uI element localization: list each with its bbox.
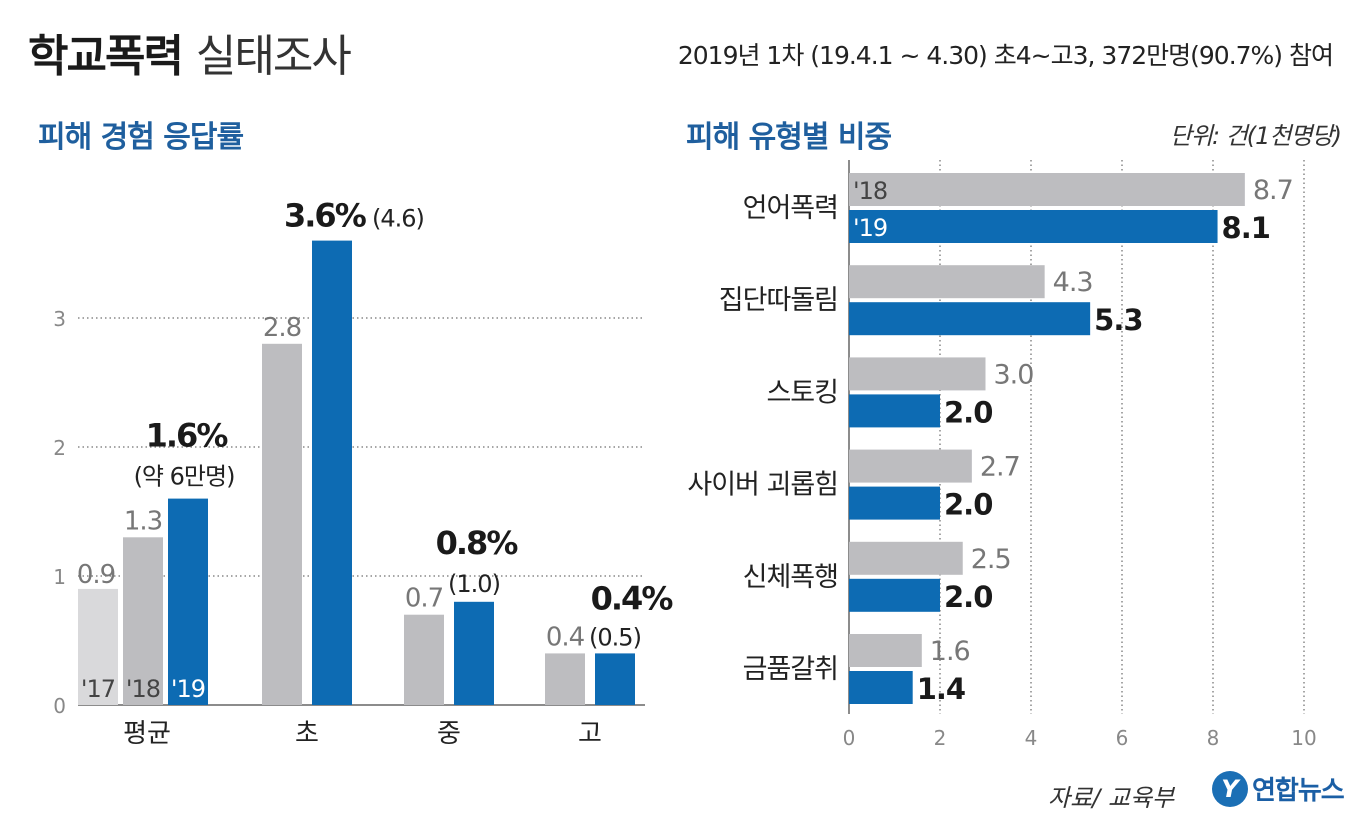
left-y-tick-label: 1: [53, 565, 66, 589]
right-series-label: '18: [853, 177, 887, 205]
unit-label: 단위: 건(1천명당): [1169, 122, 1342, 150]
right-series-label: '19: [853, 214, 887, 242]
right-value-label: 3.0: [994, 359, 1034, 390]
left-bar: [454, 601, 494, 705]
right-bar: [849, 578, 940, 612]
right-category-label: 사이버 괴롭힘: [687, 470, 838, 501]
left-bar: [312, 240, 352, 705]
left-value-note: (약 6만명): [134, 463, 235, 491]
right-x-tick-label: 8: [1207, 726, 1220, 750]
left-value-label: 2.8: [263, 313, 301, 343]
right-category-label: 금품갈취: [743, 654, 838, 685]
title-light: 실태조사: [195, 31, 352, 82]
right-chart-title: 피해 유형별 비중: [686, 120, 892, 155]
right-value-label: 2.0: [944, 580, 992, 614]
right-value-label: 8.1: [1222, 211, 1270, 245]
right-x-tick-label: 0: [843, 726, 856, 750]
right-bar: [849, 394, 940, 428]
right-value-label: 2.0: [944, 488, 992, 522]
left-y-tick-label: 2: [53, 436, 66, 460]
left-value-label: 0.8%: [436, 524, 519, 562]
left-series-label: '18: [126, 675, 160, 703]
left-series-label: '17: [81, 675, 115, 703]
right-category-label: 신체폭행: [743, 562, 838, 593]
right-value-label: 8.7: [1253, 175, 1293, 206]
left-value-label: 1.3: [124, 506, 162, 536]
left-value-label: 0.4: [546, 622, 585, 652]
right-x-tick-label: 4: [1025, 726, 1038, 750]
left-value-label: 1.6%: [146, 417, 229, 455]
left-bar: [595, 653, 635, 705]
left-y-tick-label: 0: [53, 694, 66, 718]
source-label: 자료/ 교육부: [1048, 784, 1175, 812]
left-bar: [262, 343, 302, 705]
right-value-label: 2.5: [971, 544, 1011, 575]
right-category-label: 스토킹: [766, 377, 838, 408]
right-bar: [849, 449, 972, 483]
right-bar: [849, 634, 922, 667]
left-value-note: (1.0): [448, 570, 500, 598]
right-x-tick-label: 10: [1291, 726, 1316, 750]
left-value-label: 0.4%: [591, 579, 674, 617]
left-value-label: 0.7: [405, 584, 443, 614]
left-bar: [168, 498, 208, 705]
right-value-label: 2.7: [980, 452, 1020, 483]
left-chart-title: 피해 경험 응답률: [38, 120, 244, 155]
right-bar: [849, 486, 940, 520]
right-bar: [849, 173, 1245, 206]
yonhap-logo-icon: Y: [1212, 770, 1248, 807]
right-value-label: 5.3: [1094, 303, 1142, 337]
left-series-label: '19: [171, 675, 205, 703]
left-category-label: 평균: [123, 719, 171, 749]
yonhap-logo-text: 연합뉴스: [1252, 776, 1345, 806]
right-bar: [849, 357, 986, 391]
left-value-note: (0.5): [589, 623, 641, 651]
left-bar: [78, 588, 118, 705]
title-bold: 학교폭력: [28, 31, 184, 82]
right-value-label: 4.3: [1053, 267, 1093, 298]
survey-subtitle: 2019년 1차 (19.4.1 ~ 4.30) 초4~고3, 372만명(90…: [677, 41, 1334, 70]
left-value-note: (4.6): [372, 205, 424, 233]
right-bar: [849, 541, 963, 575]
right-value-label: 1.4: [917, 672, 965, 706]
right-bar: [849, 302, 1091, 336]
right-bar: [849, 671, 913, 704]
left-category-label: 초: [295, 719, 319, 749]
right-x-tick-label: 2: [934, 726, 947, 750]
right-value-label: 1.6: [930, 636, 970, 667]
right-bar: [849, 210, 1218, 243]
left-value-label: 0.9: [77, 560, 115, 590]
left-bar: [404, 614, 444, 705]
right-bar: [849, 265, 1045, 299]
left-category-label: 중: [437, 719, 461, 749]
page-title: 학교폭력 실태조사: [28, 20, 352, 82]
left-bar: [545, 653, 585, 705]
right-category-label: 언어폭력: [743, 193, 838, 224]
right-category-label: 집단따돌림: [719, 285, 838, 316]
left-bar: [123, 537, 163, 705]
right-x-tick-label: 6: [1116, 726, 1129, 750]
left-y-tick-label: 3: [53, 307, 66, 331]
yonhap-logo: Y 연합뉴스: [1212, 770, 1345, 807]
left-category-label: 고: [578, 719, 602, 749]
left-value-label: 3.6%: [284, 197, 367, 235]
right-value-label: 2.0: [944, 395, 992, 429]
